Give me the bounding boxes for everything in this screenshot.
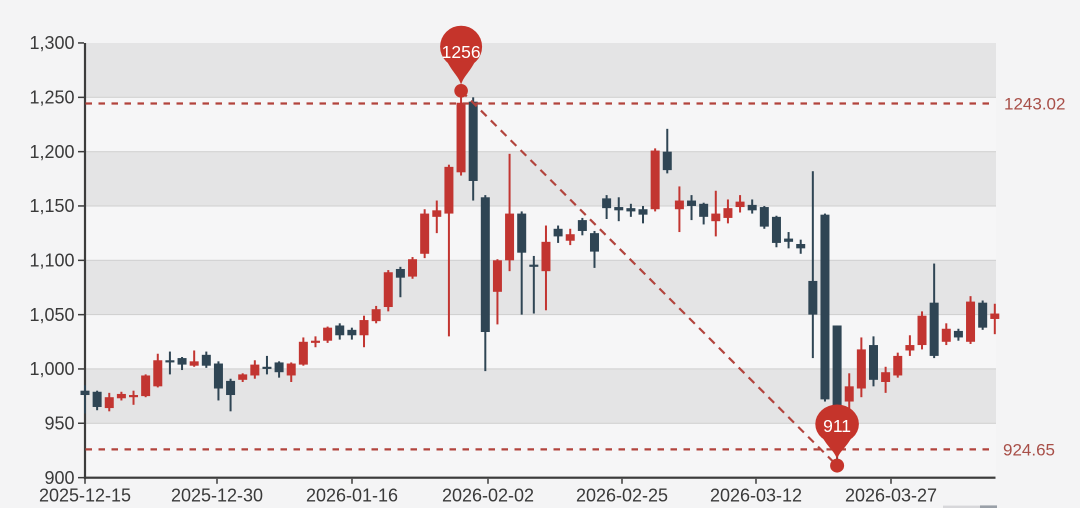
svg-text:2026-03-12: 2026-03-12 (710, 486, 802, 506)
svg-text:2026-02-25: 2026-02-25 (576, 486, 668, 506)
svg-text:1,100: 1,100 (29, 251, 74, 271)
svg-text:2026-02-02: 2026-02-02 (442, 486, 534, 506)
svg-text:2026-01-16: 2026-01-16 (306, 486, 398, 506)
svg-text:1,200: 1,200 (29, 142, 74, 162)
svg-text:1,300: 1,300 (29, 33, 74, 53)
svg-text:900: 900 (44, 468, 74, 488)
svg-text:2025-12-15: 2025-12-15 (39, 486, 131, 506)
svg-text:911: 911 (823, 416, 851, 436)
svg-text:1,150: 1,150 (29, 196, 74, 216)
svg-text:1,050: 1,050 (29, 305, 74, 325)
svg-text:1243.02: 1243.02 (1004, 95, 1065, 114)
svg-text:1,000: 1,000 (29, 359, 74, 379)
svg-text:1256: 1256 (442, 42, 481, 62)
svg-text:2026-03-27: 2026-03-27 (845, 486, 937, 506)
svg-text:2025-12-30: 2025-12-30 (171, 486, 263, 506)
svg-text:1,250: 1,250 (29, 88, 74, 108)
svg-text:950: 950 (44, 414, 74, 434)
svg-text:924.65: 924.65 (1003, 440, 1055, 459)
